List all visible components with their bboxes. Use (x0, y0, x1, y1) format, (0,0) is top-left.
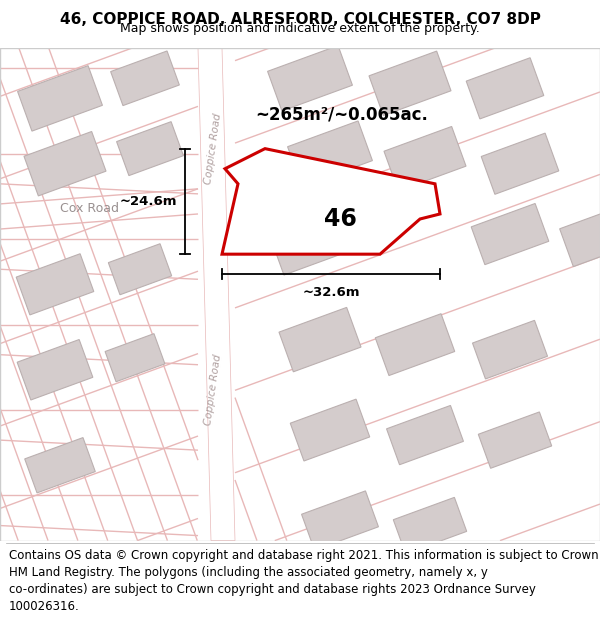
Polygon shape (369, 51, 451, 116)
Polygon shape (25, 438, 95, 493)
Polygon shape (471, 204, 549, 264)
Polygon shape (478, 412, 551, 468)
Polygon shape (394, 498, 467, 554)
Text: ~265m²/~0.065ac.: ~265m²/~0.065ac. (255, 106, 428, 124)
Polygon shape (105, 334, 165, 382)
Polygon shape (270, 213, 350, 275)
Polygon shape (560, 212, 600, 267)
Text: Cox Road: Cox Road (61, 202, 119, 216)
Polygon shape (16, 254, 94, 315)
Polygon shape (198, 48, 235, 541)
Polygon shape (290, 399, 370, 461)
Polygon shape (481, 133, 559, 194)
Text: Map shows position and indicative extent of the property.: Map shows position and indicative extent… (120, 22, 480, 34)
Text: Contains OS data © Crown copyright and database right 2021. This information is : Contains OS data © Crown copyright and d… (9, 549, 600, 613)
Text: ~24.6m: ~24.6m (119, 195, 177, 208)
Polygon shape (24, 131, 106, 196)
Polygon shape (472, 321, 548, 379)
Polygon shape (384, 126, 466, 191)
Polygon shape (279, 308, 361, 372)
Text: ~32.6m: ~32.6m (302, 286, 360, 299)
Polygon shape (287, 121, 373, 186)
Polygon shape (466, 58, 544, 119)
Polygon shape (302, 491, 379, 550)
Polygon shape (17, 339, 93, 400)
Polygon shape (268, 46, 352, 111)
Polygon shape (222, 149, 440, 254)
Polygon shape (375, 314, 455, 376)
Polygon shape (17, 66, 103, 131)
Polygon shape (110, 51, 179, 106)
Text: Coppice Road: Coppice Road (203, 112, 223, 185)
Polygon shape (109, 244, 172, 295)
Text: Coppice Road: Coppice Road (203, 354, 223, 426)
Polygon shape (116, 122, 184, 176)
Polygon shape (386, 406, 463, 465)
Text: 46, COPPICE ROAD, ALRESFORD, COLCHESTER, CO7 8DP: 46, COPPICE ROAD, ALRESFORD, COLCHESTER,… (59, 12, 541, 27)
Text: 46: 46 (323, 207, 356, 231)
